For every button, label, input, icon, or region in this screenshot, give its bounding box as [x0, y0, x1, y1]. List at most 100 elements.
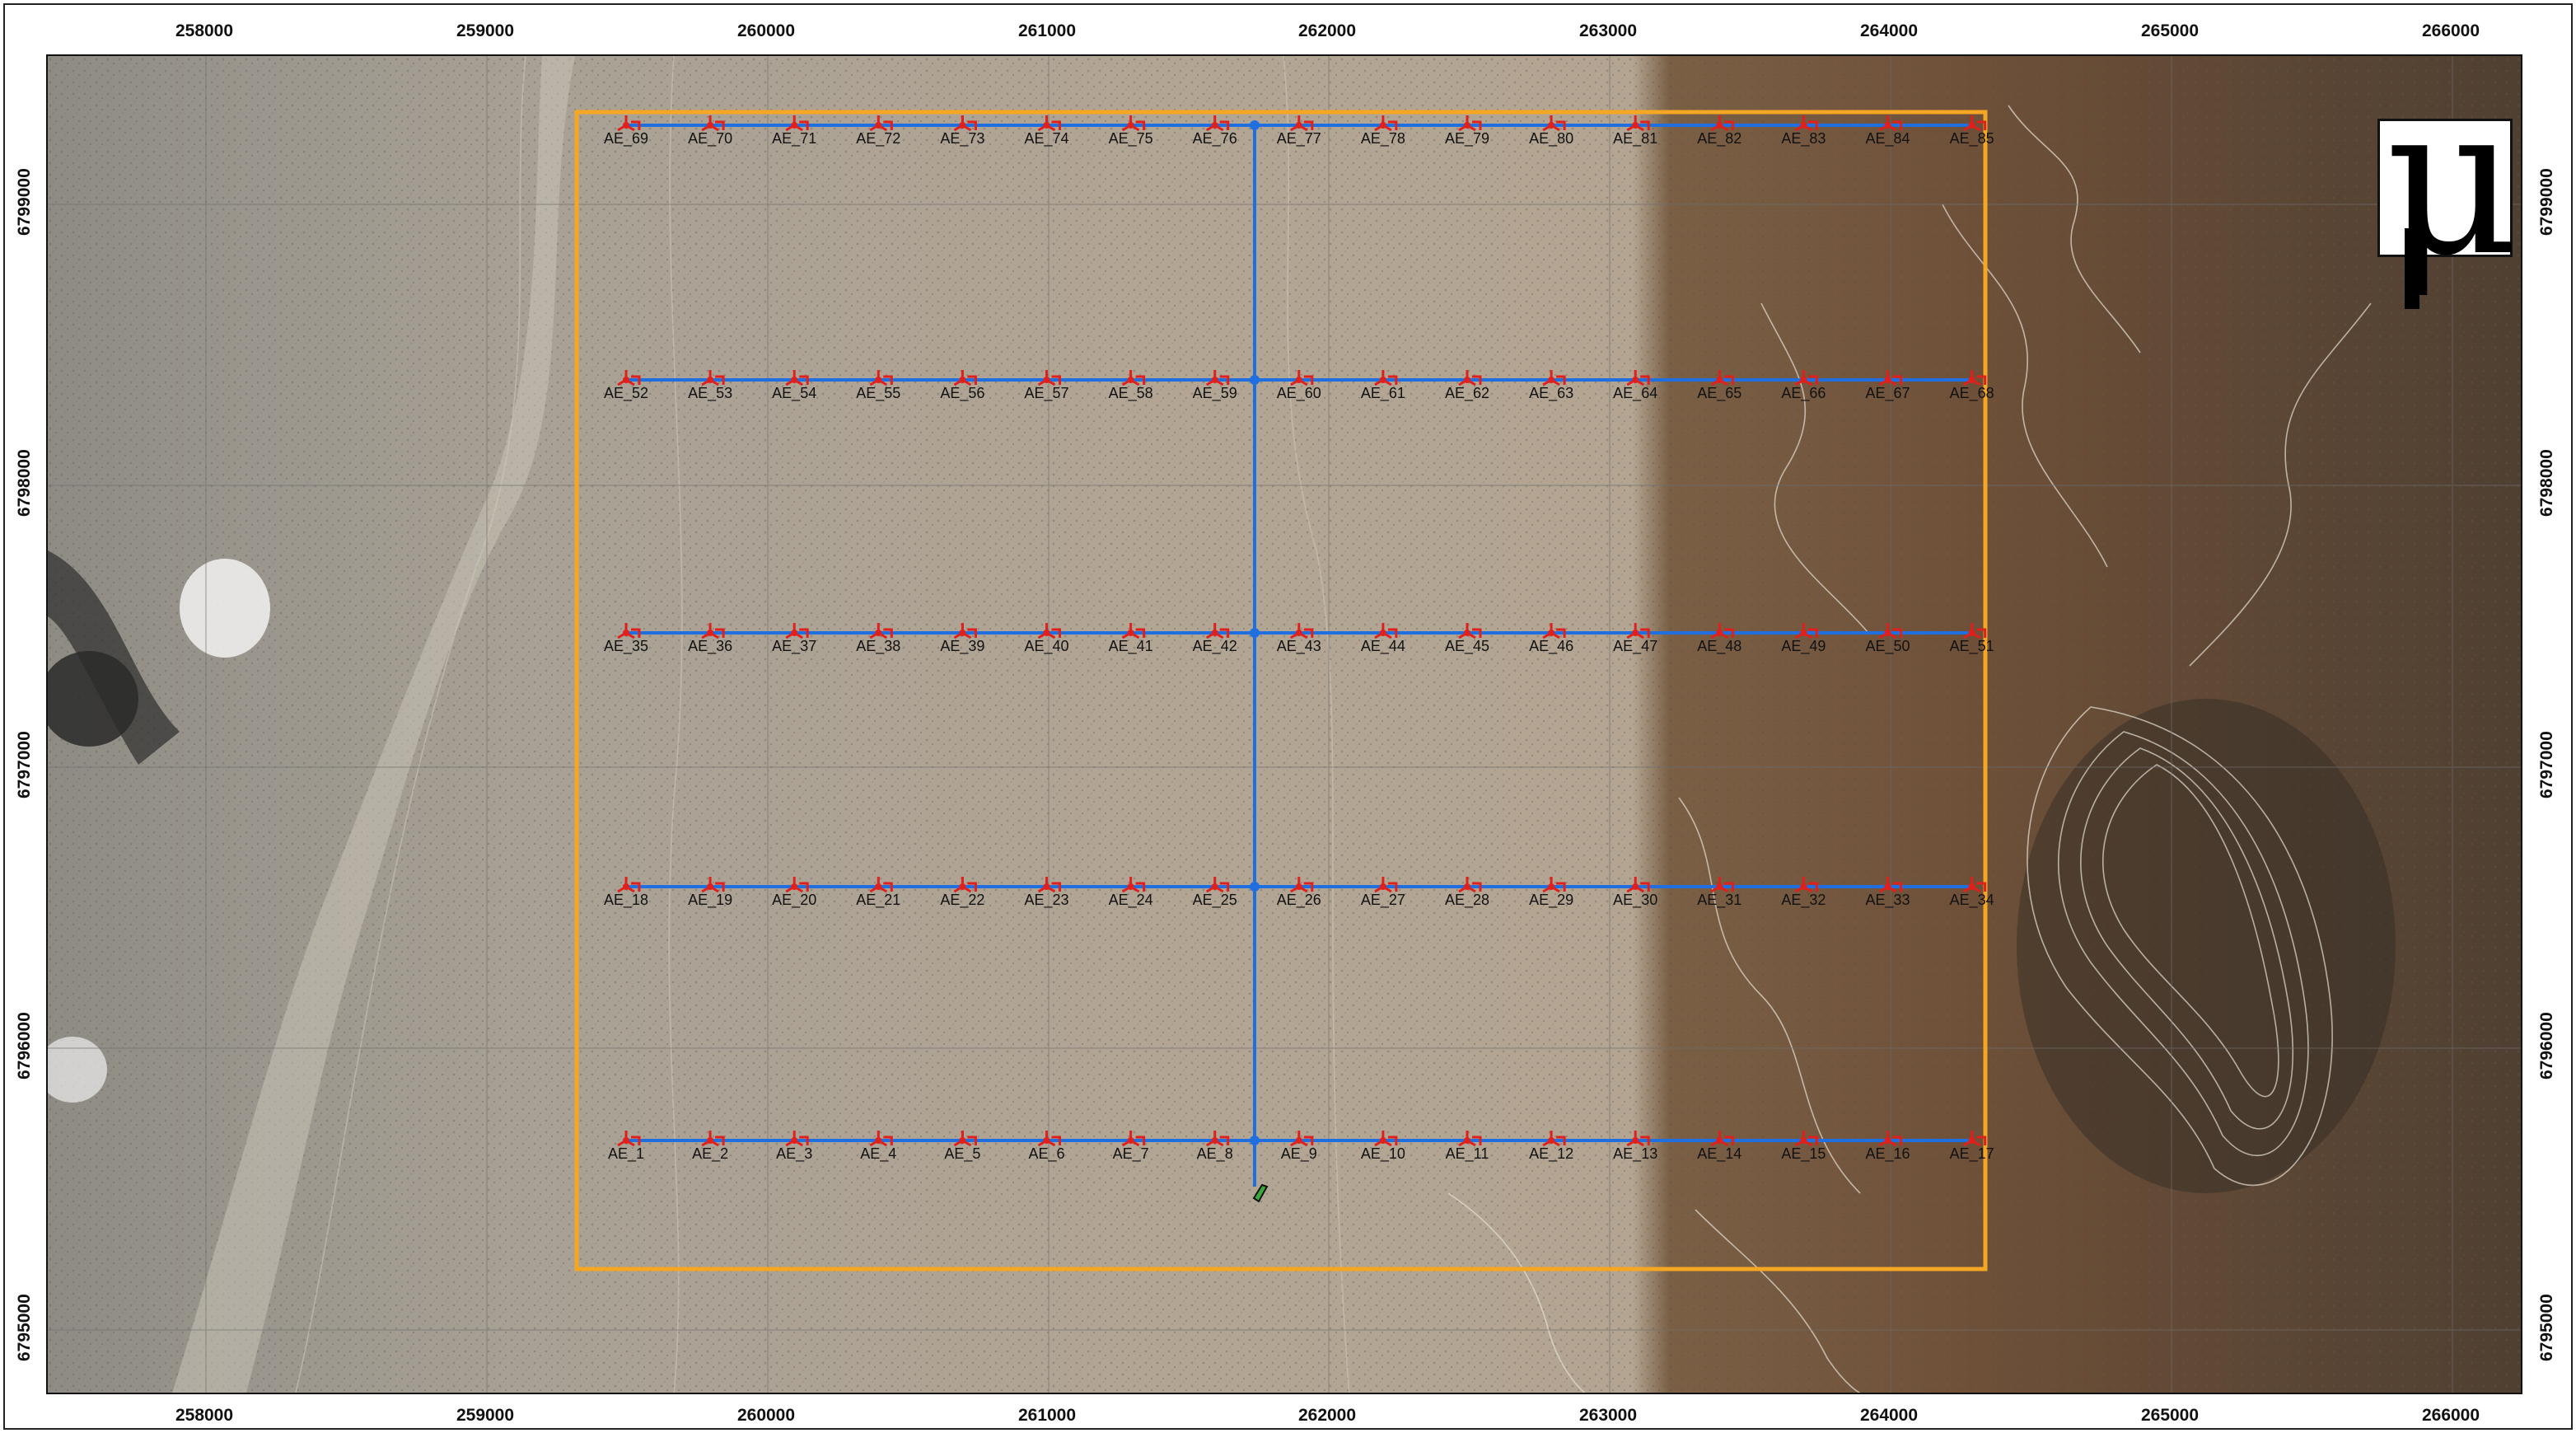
turbine-marker[interactable]: AE_81 [1613, 115, 1657, 148]
turbine-marker[interactable]: AE_55 [856, 370, 900, 402]
turbine-marker[interactable]: AE_5 [944, 1131, 980, 1163]
turbine-marker[interactable]: AE_8 [1197, 1131, 1233, 1163]
turbine-marker[interactable]: AE_34 [1950, 877, 1994, 909]
turbine-marker[interactable]: AE_41 [1109, 623, 1153, 655]
turbine-marker[interactable]: AE_15 [1781, 1131, 1826, 1163]
turbine-marker[interactable]: AE_69 [604, 115, 648, 148]
turbine-marker[interactable]: AE_46 [1529, 623, 1573, 655]
turbine-marker[interactable]: AE_75 [1109, 115, 1153, 148]
turbine-marker[interactable]: AE_33 [1865, 877, 1910, 909]
turbine-label: AE_9 [1281, 1145, 1317, 1163]
turbine-marker[interactable]: AE_58 [1109, 370, 1153, 402]
turbine-marker[interactable]: AE_42 [1193, 623, 1237, 655]
turbine-marker[interactable]: AE_35 [604, 623, 648, 655]
turbine-marker[interactable]: AE_44 [1361, 623, 1405, 655]
turbine-marker[interactable]: AE_27 [1361, 877, 1405, 909]
turbine-marker[interactable]: AE_43 [1277, 623, 1321, 655]
turbine-marker[interactable]: AE_4 [860, 1131, 896, 1163]
turbine-marker[interactable]: AE_83 [1781, 115, 1826, 148]
map-canvas[interactable]: AE_69 AE_70 AE_71 AE_72 AE_73 AE_74 AE_75 AE_76… [46, 54, 2522, 1394]
turbine-marker[interactable]: AE_52 [604, 370, 648, 402]
turbine-marker[interactable]: AE_85 [1950, 115, 1994, 148]
turbine-marker[interactable]: AE_36 [688, 623, 732, 655]
turbine-label: AE_11 [1446, 1145, 1489, 1163]
turbine-marker[interactable]: AE_23 [1024, 877, 1069, 909]
turbine-marker[interactable]: AE_26 [1277, 877, 1321, 909]
turbine-marker[interactable]: AE_53 [688, 370, 732, 402]
turbine-marker[interactable]: AE_28 [1445, 877, 1489, 909]
turbine-marker[interactable]: AE_49 [1781, 623, 1826, 655]
turbine-marker[interactable]: AE_54 [772, 370, 816, 402]
turbine-label: AE_78 [1361, 130, 1405, 148]
turbine-marker[interactable]: AE_14 [1697, 1131, 1741, 1163]
turbine-marker[interactable]: AE_12 [1529, 1131, 1573, 1163]
turbine-marker[interactable]: AE_84 [1865, 115, 1910, 148]
turbine-marker[interactable]: AE_74 [1024, 115, 1069, 148]
turbine-marker[interactable]: AE_22 [940, 877, 984, 909]
turbine-marker[interactable]: AE_25 [1193, 877, 1237, 909]
turbine-marker[interactable]: AE_67 [1865, 370, 1910, 402]
turbine-marker[interactable]: AE_30 [1613, 877, 1657, 909]
turbine-marker[interactable]: AE_1 [608, 1131, 644, 1163]
turbine-marker[interactable]: AE_13 [1613, 1131, 1657, 1163]
turbine-marker[interactable]: AE_65 [1697, 370, 1741, 402]
turbine-marker[interactable]: AE_78 [1361, 115, 1405, 148]
turbine-marker[interactable]: AE_21 [856, 877, 900, 909]
turbine-marker[interactable]: AE_62 [1445, 370, 1489, 402]
turbine-marker[interactable]: AE_39 [940, 623, 984, 655]
turbine-marker[interactable]: AE_66 [1781, 370, 1826, 402]
turbine-marker[interactable]: AE_32 [1781, 877, 1826, 909]
turbine-marker[interactable]: AE_16 [1865, 1131, 1910, 1163]
turbine-marker[interactable]: AE_38 [856, 623, 900, 655]
turbine-marker[interactable]: AE_37 [772, 623, 816, 655]
turbine-marker[interactable]: AE_11 [1446, 1131, 1489, 1163]
y-tick-label: 6799000 [15, 168, 34, 236]
turbine-label: AE_6 [1028, 1145, 1064, 1163]
turbine-marker[interactable]: AE_19 [688, 877, 732, 909]
turbine-marker[interactable]: AE_48 [1697, 623, 1741, 655]
turbine-marker[interactable]: AE_2 [692, 1131, 728, 1163]
turbine-marker[interactable]: AE_17 [1950, 1131, 1994, 1163]
turbine-marker[interactable]: AE_31 [1697, 877, 1741, 909]
turbine-icon [1374, 370, 1398, 386]
turbine-marker[interactable]: AE_63 [1529, 370, 1573, 402]
turbine-marker[interactable]: AE_6 [1028, 1131, 1065, 1163]
turbine-marker[interactable]: AE_64 [1613, 370, 1657, 402]
turbine-marker[interactable]: AE_40 [1024, 623, 1069, 655]
turbine-marker[interactable]: AE_68 [1950, 370, 1994, 402]
turbine-marker[interactable]: AE_10 [1361, 1131, 1405, 1163]
turbine-marker[interactable]: AE_79 [1445, 115, 1489, 148]
turbine-marker[interactable]: AE_24 [1109, 877, 1153, 909]
turbine-marker[interactable]: AE_59 [1193, 370, 1237, 402]
turbine-label: AE_71 [772, 130, 816, 148]
turbine-marker[interactable]: AE_72 [856, 115, 900, 148]
turbine-label: AE_37 [772, 638, 816, 655]
turbine-marker[interactable]: AE_60 [1277, 370, 1321, 402]
turbine-marker[interactable]: AE_29 [1529, 877, 1573, 909]
turbine-label: AE_26 [1277, 892, 1321, 909]
turbine-marker[interactable]: AE_50 [1865, 623, 1910, 655]
turbine-marker[interactable]: AE_51 [1950, 623, 1994, 655]
turbine-marker[interactable]: AE_77 [1277, 115, 1321, 148]
satellite-map[interactable]: AE_69 AE_70 AE_71 AE_72 AE_73 AE_74 AE_75 AE_76… [48, 56, 2522, 1394]
turbine-icon [1962, 115, 1987, 132]
turbine-marker[interactable]: AE_82 [1697, 115, 1741, 148]
turbine-marker[interactable]: AE_76 [1193, 115, 1237, 148]
y-tick-label: 6799000 [2537, 168, 2556, 236]
turbine-marker[interactable]: AE_45 [1445, 623, 1489, 655]
turbine-marker[interactable]: AE_71 [772, 115, 816, 148]
turbine-marker[interactable]: AE_61 [1361, 370, 1405, 402]
substation-icon[interactable] [1252, 1183, 1269, 1203]
turbine-marker[interactable]: AE_73 [940, 115, 984, 148]
turbine-marker[interactable]: AE_3 [776, 1131, 812, 1163]
turbine-label: AE_48 [1697, 638, 1741, 655]
turbine-marker[interactable]: AE_57 [1024, 370, 1069, 402]
turbine-marker[interactable]: AE_70 [688, 115, 732, 148]
turbine-marker[interactable]: AE_56 [940, 370, 984, 402]
turbine-marker[interactable]: AE_47 [1613, 623, 1657, 655]
turbine-marker[interactable]: AE_9 [1281, 1131, 1317, 1163]
turbine-marker[interactable]: AE_7 [1113, 1131, 1149, 1163]
turbine-marker[interactable]: AE_80 [1529, 115, 1573, 148]
turbine-marker[interactable]: AE_20 [772, 877, 816, 909]
turbine-marker[interactable]: AE_18 [604, 877, 648, 909]
